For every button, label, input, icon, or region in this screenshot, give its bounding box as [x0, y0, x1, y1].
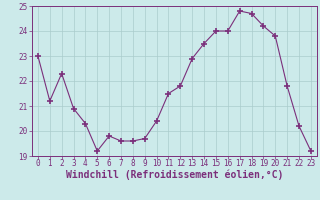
X-axis label: Windchill (Refroidissement éolien,°C): Windchill (Refroidissement éolien,°C) [66, 169, 283, 180]
